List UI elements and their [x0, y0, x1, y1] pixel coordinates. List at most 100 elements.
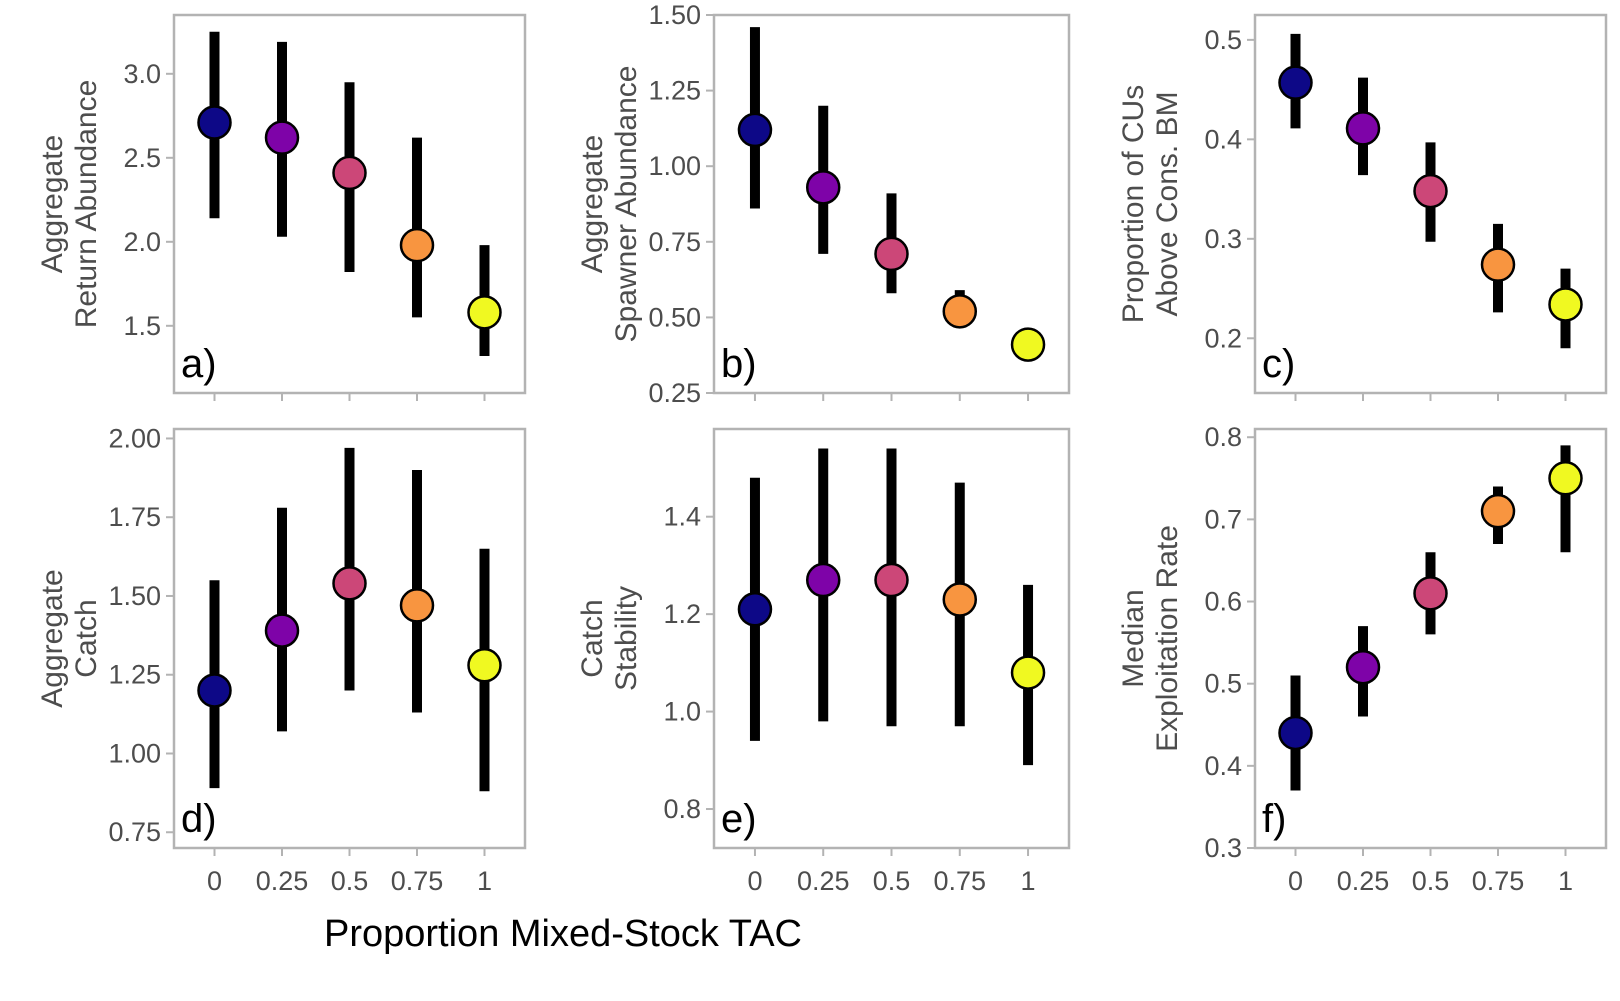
data-point [737, 112, 773, 148]
data-point [264, 613, 300, 648]
x-tick-label: 0.5 [873, 866, 911, 896]
y-axis-title-line: Aggregate [36, 569, 69, 707]
y-tick-label: 1.2 [663, 599, 701, 629]
data-point [1480, 247, 1516, 282]
y-tick-label: 2.5 [123, 143, 161, 173]
panel-5: 0.8 1.0 1.2 1.4 0 0.25 0.5 0.75 1 CatchStability e… [576, 427, 1071, 896]
panel-tag: b) [721, 342, 757, 386]
y-tick-label: 1.25 [108, 660, 161, 690]
data-point [264, 120, 300, 155]
data-point [874, 562, 909, 598]
y-axis-title-line: Aggregate [576, 135, 609, 273]
y-tick-label: 0.7 [1204, 504, 1242, 534]
data-point [399, 227, 435, 263]
y-axis-title: CatchStability [576, 586, 643, 691]
data-point [1548, 461, 1583, 496]
x-tick-label: 1 [1558, 866, 1573, 896]
panel-tag: c) [1262, 342, 1295, 386]
y-axis-title: AggregateReturn Abundance [36, 80, 103, 329]
data-point [1345, 650, 1381, 685]
y-axis-title-line: Return Abundance [70, 80, 103, 329]
data-point [1480, 493, 1516, 529]
panel-tag: a) [181, 342, 217, 386]
y-axis-title-line: Spawner Abundance [610, 66, 643, 343]
x-tick-label: 0 [207, 866, 222, 896]
x-tick-label: 0.25 [256, 866, 309, 896]
y-tick-label: 0.5 [1204, 25, 1242, 55]
y-tick-label: 2.00 [108, 423, 161, 453]
x-tick-label: 0.75 [933, 866, 986, 896]
x-tick-label: 1 [1021, 866, 1036, 896]
x-tick-label: 1 [477, 866, 492, 896]
data-point [197, 105, 232, 140]
y-tick-label: 0.5 [1204, 669, 1242, 699]
panel-6: 0.3 0.4 0.5 0.6 0.7 0.8 0 0.25 0.5 0.75 1 MedianExp… [1117, 422, 1608, 896]
y-axis-title-line: Above Cons. BM [1151, 91, 1184, 316]
y-tick-label: 1.4 [663, 502, 701, 532]
y-tick-label: 1.50 [648, 0, 701, 30]
x-tick-label: 0.5 [1412, 866, 1450, 896]
data-point [1548, 287, 1583, 322]
x-tick-label: 0.75 [1472, 866, 1525, 896]
y-tick-label: 1.25 [648, 76, 701, 106]
x-tick-label: 0.5 [331, 866, 369, 896]
data-point [1345, 111, 1381, 146]
y-axis-title-line: Exploitation Rate [1151, 525, 1184, 752]
data-point [1413, 173, 1448, 209]
y-tick-label: 0.50 [648, 302, 701, 332]
y-tick-label: 0.75 [108, 817, 161, 847]
y-axis-title: Proportion of CUsAbove Cons. BM [1117, 85, 1184, 323]
data-point [942, 294, 978, 329]
x-tick-label: 0.25 [1337, 866, 1390, 896]
data-point [942, 582, 978, 617]
x-tick-label: 0.25 [797, 866, 850, 896]
panel-2: 0.25 0.50 0.75 1.00 1.25 1.50 AggregateSpawner… [576, 0, 1071, 408]
data-point [332, 155, 367, 191]
y-tick-label: 0.3 [1204, 833, 1242, 863]
panel-tag: f) [1262, 797, 1286, 841]
y-tick-label: 0.25 [648, 378, 701, 408]
panel-tag: e) [721, 797, 757, 841]
panel-3: 0.2 0.3 0.4 0.5 Proportion of CUsAbove Cons.… [1117, 13, 1608, 401]
y-axis-title-line: Stability [610, 586, 643, 691]
x-tick-label: 0 [747, 866, 762, 896]
y-axis-title-line: Aggregate [36, 135, 69, 273]
y-tick-label: 0.75 [648, 227, 701, 257]
data-point [1010, 655, 1046, 690]
data-point [1010, 327, 1046, 362]
x-tick-label: 0.75 [391, 866, 444, 896]
x-tick-label: 0 [1288, 866, 1303, 896]
panel-tag: d) [181, 797, 217, 841]
data-point [805, 562, 841, 598]
y-tick-label: 0.8 [1204, 422, 1242, 452]
y-tick-label: 1.0 [663, 697, 701, 727]
y-tick-label: 1.00 [108, 738, 161, 768]
data-point [332, 566, 367, 601]
y-axis-title: MedianExploitation Rate [1117, 525, 1184, 752]
data-point [1278, 65, 1313, 100]
y-tick-label: 1.75 [108, 502, 161, 532]
y-tick-label: 0.8 [663, 794, 701, 824]
data-point [197, 673, 232, 708]
data-point [874, 236, 909, 272]
data-point [467, 648, 502, 683]
y-axis-title-line: Catch [70, 599, 103, 677]
y-tick-label: 1.00 [648, 151, 701, 181]
y-tick-label: 0.6 [1204, 587, 1242, 617]
y-tick-label: 2.0 [123, 227, 161, 257]
data-point [399, 588, 435, 623]
data-point [467, 295, 502, 330]
y-axis-title: AggregateCatch [36, 569, 103, 707]
data-point [1413, 576, 1448, 611]
y-tick-label: 0.3 [1204, 224, 1242, 254]
y-tick-label: 1.5 [123, 311, 161, 341]
panel-4: 0.75 1.00 1.25 1.50 1.75 2.00 0 0.25 0.5 0.75 1 Agg… [36, 423, 527, 896]
y-axis-title-line: Median [1117, 589, 1150, 687]
y-tick-label: 0.4 [1204, 124, 1242, 154]
y-tick-label: 3.0 [123, 59, 161, 89]
data-point [805, 170, 841, 205]
y-axis-title: AggregateSpawner Abundance [576, 66, 643, 343]
